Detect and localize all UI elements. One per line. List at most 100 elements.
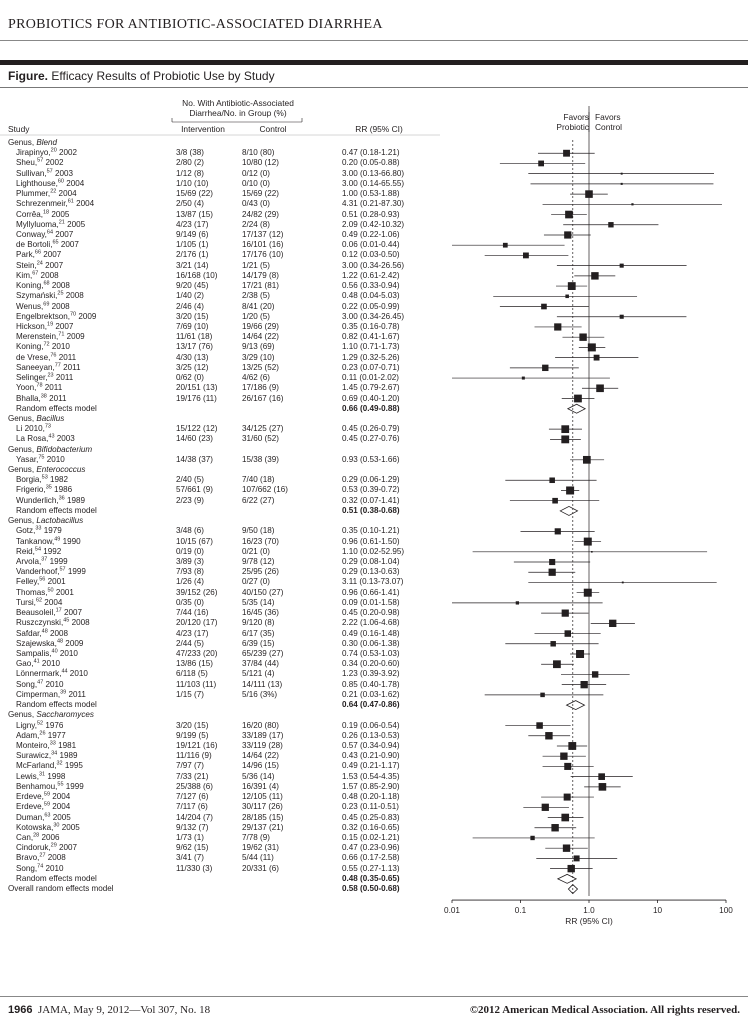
- reference-number: 50: [47, 586, 54, 593]
- study-label: de Bortoli,65 2007: [16, 240, 79, 250]
- rr-value: 0.45 (0.27-0.76): [342, 434, 400, 444]
- intervention-value: 47/233 (20): [176, 649, 218, 658]
- reference-number: 57: [37, 157, 44, 164]
- author-name: Merenstein,: [16, 332, 59, 342]
- table-row: Corrêa,18 2005 13/87 (15) 24/82 (29) 0.51 (…: [0, 209, 748, 220]
- study-label: Selinger,23 2011: [16, 373, 73, 383]
- rr-value: 0.21 (0.03-1.62): [342, 689, 400, 699]
- point-estimate: [565, 294, 569, 299]
- control-value: 0/27 (0): [242, 577, 270, 587]
- point-estimate: [536, 722, 543, 729]
- rr-value: 3.00 (0.14-65.55): [342, 178, 405, 188]
- control-value: 6/39 (15): [242, 638, 275, 648]
- control-value: 14/179 (8): [242, 270, 279, 280]
- author-name: Bhalla,: [16, 393, 41, 403]
- intervention-value: 13/87 (15): [176, 209, 213, 219]
- study-year: 1992: [41, 546, 62, 556]
- point-estimate: [596, 384, 604, 393]
- author-name: Arvola,: [16, 557, 42, 567]
- reference-number: 32: [56, 760, 63, 767]
- control-value: 14/64 (22): [242, 751, 279, 761]
- reference-number: 62: [35, 597, 43, 604]
- reference-number: 60: [57, 178, 64, 185]
- rr-value: 0.57 (0.34-0.94): [342, 740, 400, 750]
- study-year: 1979: [41, 526, 62, 536]
- intervention-value: 9/132 (7): [176, 822, 209, 832]
- intervention-value: 11/61 (18): [176, 332, 213, 342]
- study-year: 2011: [53, 373, 74, 383]
- rr-value: 0.29 (0.13-0.63): [342, 567, 400, 577]
- table-row: Thomas,50 2001 39/152 (26) 40/150 (27) 0.96…: [0, 586, 748, 598]
- rr-value: 3.00 (0.34-26.56): [342, 260, 405, 270]
- table-row: Koning,68 2008 9/20 (45) 17/21 (81) 0.56 (0…: [0, 281, 748, 291]
- study-label: Monteiro,33 1981: [16, 741, 76, 751]
- author-name: Felley,: [16, 577, 40, 587]
- study-year: 2008: [49, 281, 70, 291]
- footer-rule: [0, 996, 748, 997]
- reference-number: 61: [67, 198, 74, 205]
- study-label: Ruszczynski,45 2008: [16, 618, 90, 628]
- top-rule: [0, 40, 748, 41]
- rr-value: 0.55 (0.27-1.13): [342, 863, 400, 873]
- genus-prefix: Genus,: [8, 710, 37, 720]
- reference-number: 23: [47, 372, 54, 379]
- study-year: 2001: [53, 587, 74, 597]
- intervention-value: 20/120 (17): [176, 618, 218, 628]
- study-year: 2007: [56, 843, 78, 853]
- study-label: Koning,68 2008: [16, 281, 70, 291]
- reference-number: 38: [40, 392, 47, 399]
- reference-number: 27: [39, 852, 46, 859]
- forest-plot: 0.01 0.1 1.0 10 100 RR (95% CI): [0, 106, 733, 926]
- author-name: Beausoleil,: [16, 608, 56, 618]
- study-year: 2001: [45, 577, 66, 587]
- rr-value: 0.49 (0.22-1.06): [342, 229, 400, 239]
- genus-name: Lactobacillus: [36, 516, 84, 526]
- reference-number: 70: [70, 311, 77, 318]
- x-tick-label: 1.0: [583, 906, 595, 915]
- point-estimate: [561, 435, 570, 444]
- author-name: Sullivan,: [16, 168, 47, 178]
- study-label: Merenstein,71 2009: [16, 332, 85, 342]
- rr-value: 1.22 (0.61-2.42): [342, 270, 400, 280]
- study-label: Sullivan,57 2003: [16, 168, 73, 179]
- rr-value: 0.66 (0.17-2.58): [342, 853, 400, 863]
- control-value: 29/137 (21): [242, 822, 284, 832]
- intervention-value: 3/89 (3): [176, 557, 204, 567]
- table-row: Li 2010,73 15/122 (12) 34/125 (27) 0.45 (0.…: [0, 424, 748, 434]
- rr-value: 1.10 (0.71-1.73): [342, 342, 400, 352]
- reference-number: 17: [55, 607, 62, 614]
- author-name: Sampalis,: [16, 649, 52, 658]
- rr-value: 1.10 (0.02-52.95): [342, 546, 405, 556]
- intervention-value: 3/8 (38): [176, 148, 204, 158]
- point-estimate: [545, 732, 553, 740]
- control-value: 1/20 (5): [242, 311, 270, 321]
- reference-number: 48: [56, 638, 64, 645]
- control-value: 5/36 (14): [242, 771, 275, 781]
- x-tick-label: 0.1: [515, 906, 527, 915]
- control-value: 1/21 (5): [242, 260, 270, 270]
- study-label: Gao,41 2010: [16, 659, 60, 669]
- study-label: Conway,64 2007: [16, 230, 73, 240]
- point-estimate: [541, 803, 549, 811]
- point-estimate: [515, 601, 520, 605]
- control-value: 17/21 (81): [242, 281, 279, 291]
- author-name: Engelbrektson,: [16, 311, 70, 321]
- study-label: Lönnermark,44 2010: [16, 669, 88, 679]
- control-value: 9/78 (12): [242, 557, 275, 567]
- point-estimate: [564, 630, 572, 637]
- control-value: 7/78 (9): [242, 832, 270, 842]
- control-value: 25/95 (26): [242, 567, 279, 577]
- reference-number: 54: [34, 546, 42, 553]
- intervention-value: 2/176 (1): [176, 250, 209, 260]
- control-value: 40/150 (27): [242, 587, 284, 597]
- study-year: 2004: [73, 199, 95, 209]
- intervention-value: 20/151 (13): [176, 383, 218, 393]
- study-label: Kim,67 2008: [16, 270, 59, 281]
- table-row: Adam,26 1977 9/199 (5) 33/189 (17) 0.26 (0.…: [0, 730, 748, 741]
- table-row: Benhamou,55 1999 25/388 (6) 16/391 (4) 1.57…: [0, 781, 748, 792]
- reference-number: 31: [38, 770, 46, 777]
- genus-row: Genus, Bifidobacterium: [0, 445, 748, 455]
- control-value: 12/105 (11): [242, 792, 283, 802]
- genus-prefix: Genus,: [8, 465, 37, 475]
- intervention-value: 14/204 (7): [176, 812, 213, 822]
